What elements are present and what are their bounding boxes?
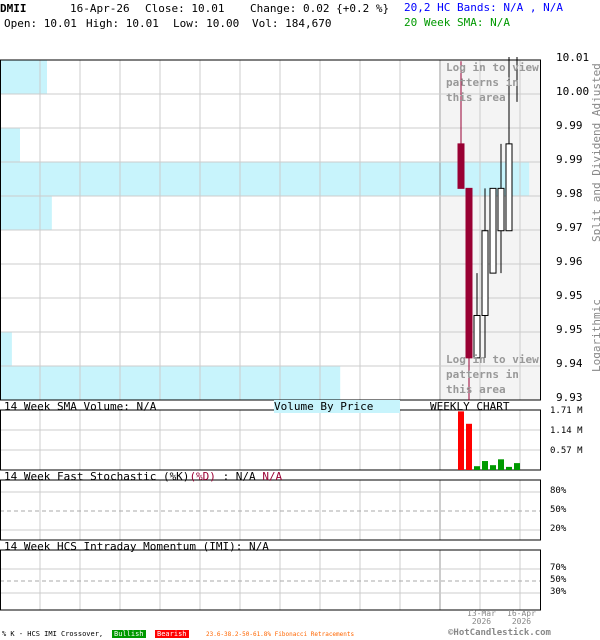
close: Close: 10.01 <box>145 2 225 15</box>
panel-frame <box>0 549 541 611</box>
volume-tick: 0.57 M <box>550 446 583 456</box>
bands: 20,2 HC Bands: N/A , N/A <box>404 1 563 14</box>
fib-legend: 23.6-38.2-50-61.8% Fibonacci Retracement… <box>206 631 355 638</box>
high: High: 10.01 <box>86 17 159 30</box>
volume-tick: 1.71 M <box>550 406 583 416</box>
open: Open: 10.01 <box>4 17 77 30</box>
overlay-text-top: Log in to view patterns in this area <box>446 61 539 104</box>
volume-tick: 1.14 M <box>550 426 583 436</box>
x-label-0: 13-Mar 2026 <box>467 609 496 626</box>
date: 16-Apr-26 <box>70 2 130 15</box>
volume-title: 14 Week SMA Volume: N/A <box>4 400 157 413</box>
bullish-candle <box>473 314 481 359</box>
price-tick: 9.95 <box>556 289 583 302</box>
imi-tick: 50% <box>550 575 567 585</box>
stoch-k: 14 Week Fast Stochastic (%K) <box>4 470 190 483</box>
price-tick: 9.94 <box>556 357 583 370</box>
imi-tick: 70% <box>550 563 567 573</box>
price-tick: 10.00 <box>556 85 590 98</box>
price-tick: 9.99 <box>556 119 583 132</box>
bullish-candle <box>497 187 505 232</box>
price-tick: 9.97 <box>556 221 583 234</box>
change: Change: 0.02 {+0.2 %} <box>250 2 390 15</box>
volume-bar <box>498 459 504 470</box>
bullish-candle <box>505 143 513 232</box>
panel-frame <box>0 479 541 541</box>
price-tick: 9.99 <box>556 153 583 166</box>
imi-tick: 30% <box>550 587 567 597</box>
bullish-badge: Bullish <box>112 630 146 638</box>
price-tick: 9.98 <box>556 187 583 200</box>
volume-by-price-bar <box>0 196 52 230</box>
price-tick: 9.95 <box>556 323 583 336</box>
panel-frame <box>0 409 541 471</box>
sma: 20 Week SMA: N/A <box>404 16 510 29</box>
volume-bar <box>458 411 464 470</box>
volume-bar <box>490 465 496 470</box>
bearish-candle <box>465 187 473 359</box>
volume-by-price-bar <box>0 162 530 196</box>
bearish-badge: Bearish <box>155 630 189 638</box>
brand-logo: ©HotCandlestick.com <box>448 628 551 638</box>
price-tick: 9.93 <box>556 391 583 404</box>
volume-bar <box>466 423 472 470</box>
volume-bar <box>482 461 488 470</box>
weekly-chart-label: WEEKLY CHART <box>430 400 510 413</box>
stoch-d-value: N/A <box>262 470 283 483</box>
volume-by-price-bar <box>0 60 47 94</box>
low: Low: 10.00 <box>173 17 240 30</box>
stoch-tick: 50% <box>550 505 567 515</box>
bearish-candle <box>457 143 465 189</box>
vbp-label: Volume By Price <box>274 400 400 413</box>
stoch-tick: 20% <box>550 524 567 534</box>
stoch-k-value: : N/A <box>222 470 256 483</box>
vol: Vol: 184,670 <box>252 17 332 30</box>
bullish-candle <box>489 187 497 274</box>
volume-bar <box>514 463 520 470</box>
imi-title: 14 Week HCS Intraday Momentum (IMI): N/A <box>4 540 269 553</box>
stoch-tick: 80% <box>550 486 567 496</box>
bullish-candle <box>481 230 489 316</box>
volume-bar <box>506 466 512 470</box>
price-tick: 9.96 <box>556 255 583 268</box>
footer-legend: % K - HCS IMI Crossover, <box>2 630 104 638</box>
overlay-text-bottom: Log in to view patterns in this area <box>446 353 539 396</box>
price-tick: 10.01 <box>556 51 590 64</box>
volume-by-price-bar <box>0 332 12 366</box>
x-label-1: 16-Apr 2026 <box>507 609 536 626</box>
stoch-title: 14 Week Fast Stochastic (%K)(%D) : N/A N… <box>4 470 282 483</box>
volume-by-price-bar <box>0 128 20 162</box>
volume-bar <box>474 466 480 470</box>
stoch-d: (%D) <box>189 470 216 483</box>
panel-frame <box>0 59 541 401</box>
volume-by-price-bar <box>0 366 341 400</box>
split-label: Split and Dividend Adjusted <box>590 63 600 242</box>
symbol: DMII <box>0 2 27 15</box>
log-label: Logarithmic <box>590 299 600 372</box>
